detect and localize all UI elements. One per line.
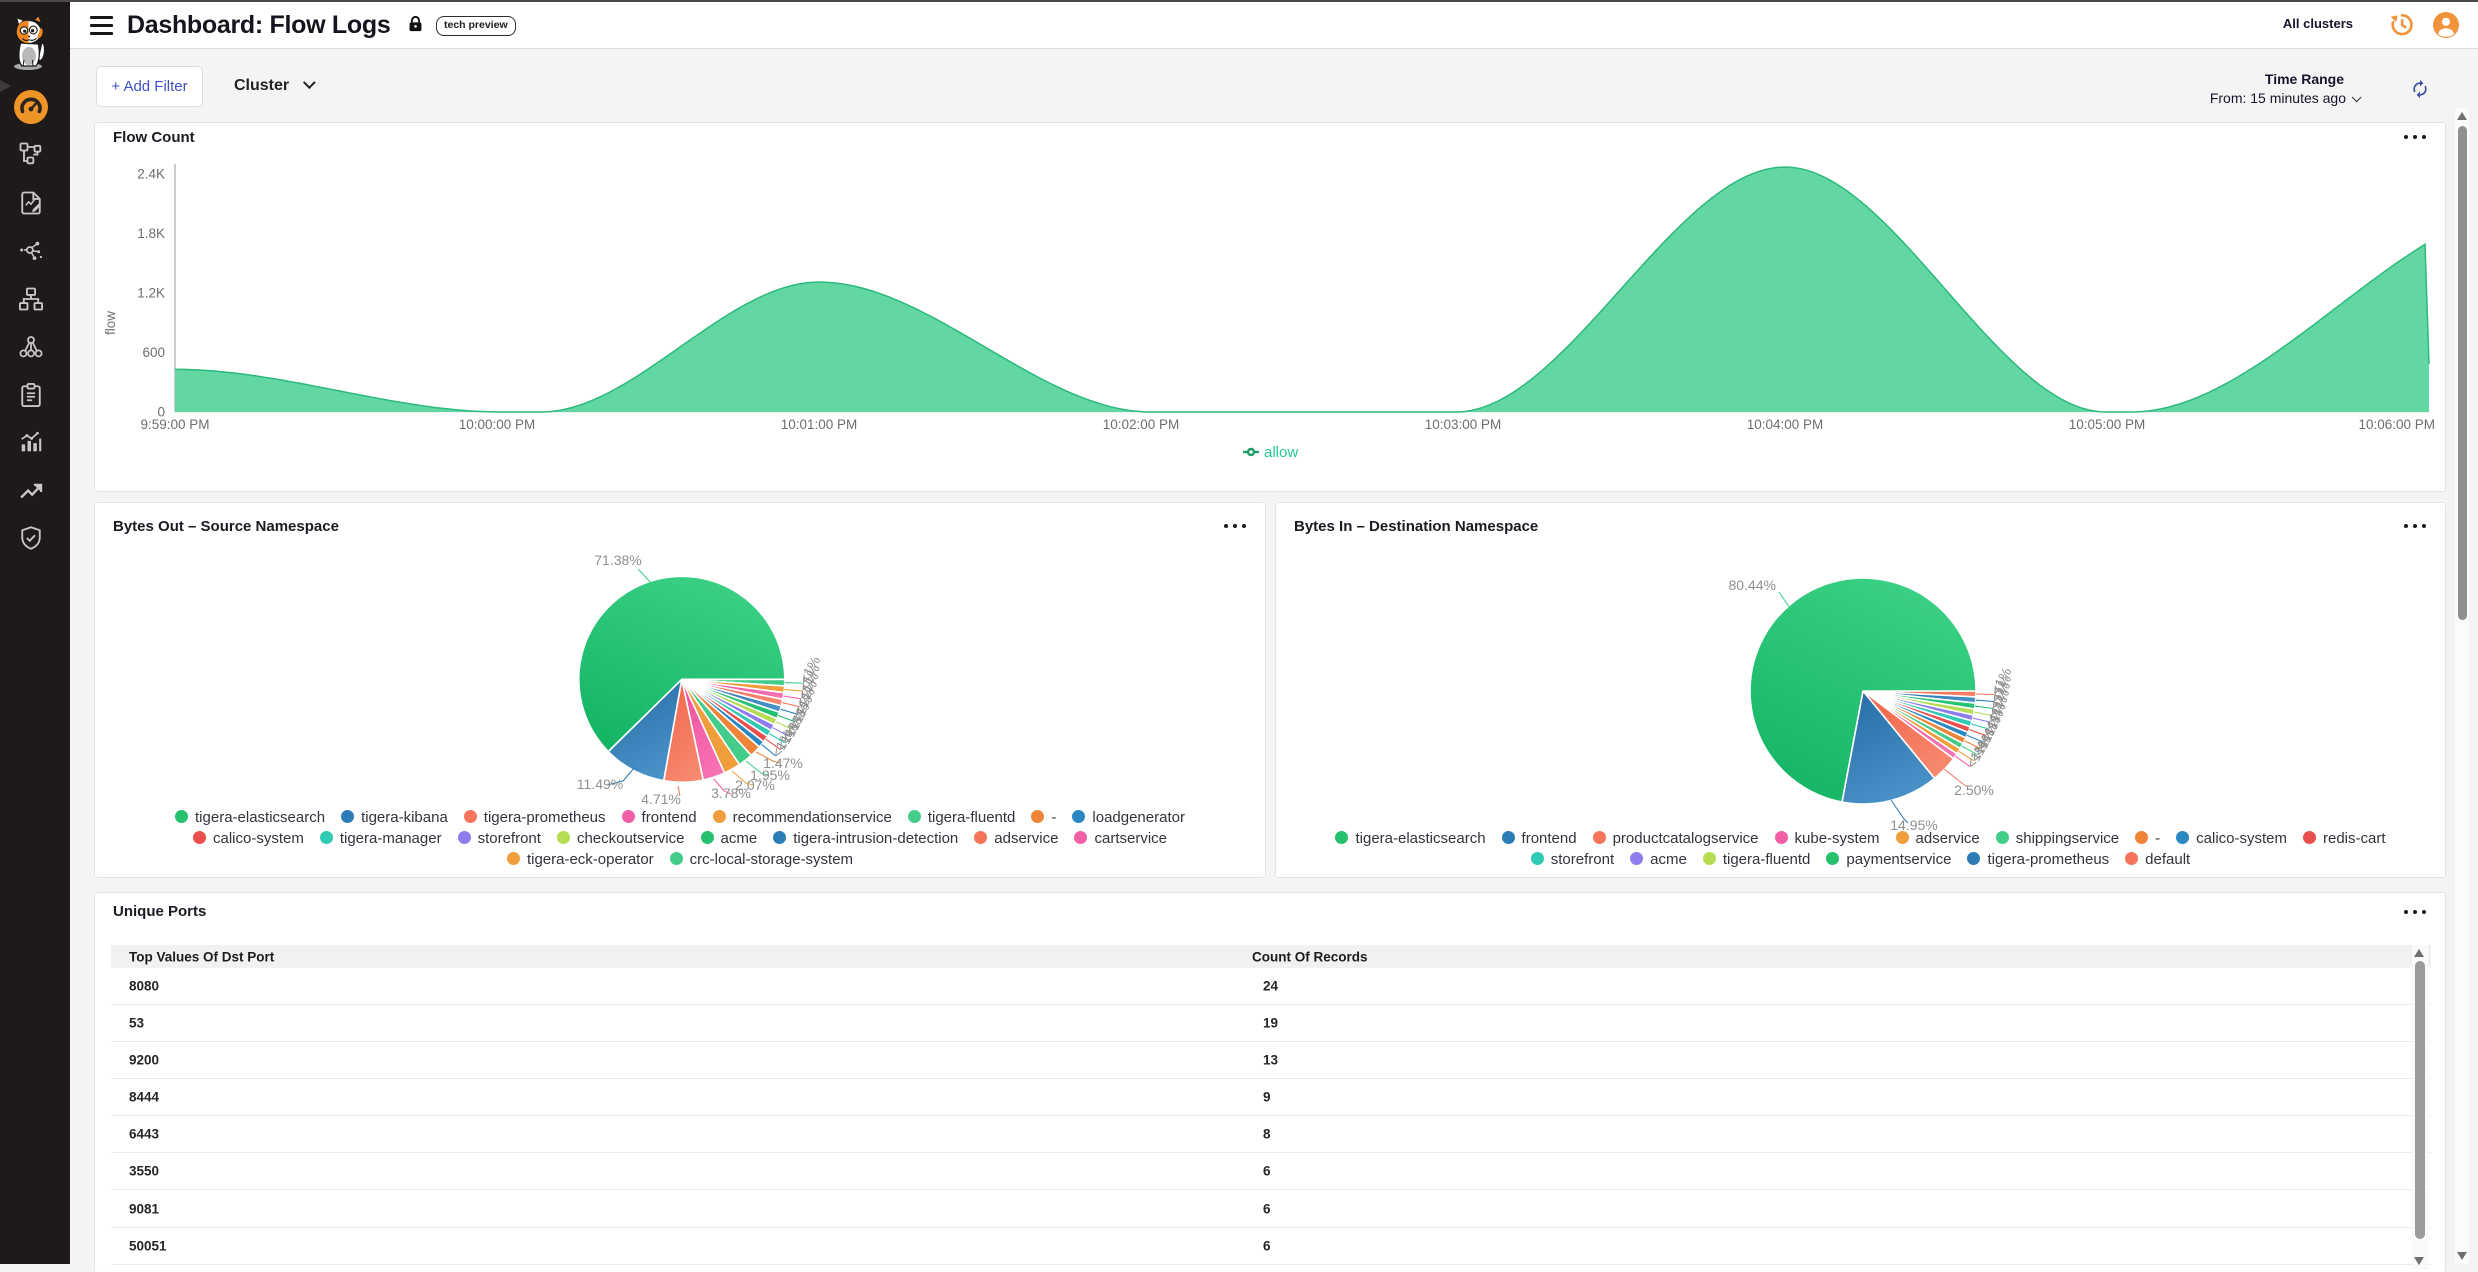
svg-text:11.49%: 11.49% xyxy=(577,776,623,792)
svg-text:allow: allow xyxy=(1264,444,1298,461)
svg-text:1.47%: 1.47% xyxy=(763,755,803,771)
svg-text:80.44%: 80.44% xyxy=(1729,577,1776,593)
svg-text:600: 600 xyxy=(142,345,165,360)
svg-text:flow: flow xyxy=(103,311,118,335)
svg-text:2.50%: 2.50% xyxy=(1954,782,1994,798)
svg-text:14.95%: 14.95% xyxy=(1890,817,1937,833)
svg-text:10:04:00 PM: 10:04:00 PM xyxy=(1747,417,1824,432)
svg-text:2.4K: 2.4K xyxy=(137,167,165,182)
svg-text:10:05:00 PM: 10:05:00 PM xyxy=(2069,417,2146,432)
svg-text:9:59:00 PM: 9:59:00 PM xyxy=(140,417,209,432)
svg-text:0: 0 xyxy=(157,405,165,420)
svg-text:1.8K: 1.8K xyxy=(137,226,165,241)
svg-text:4.71%: 4.71% xyxy=(641,791,681,807)
svg-text:10:02:00 PM: 10:02:00 PM xyxy=(1103,417,1180,432)
svg-text:1.2K: 1.2K xyxy=(137,286,165,301)
svg-text:10:01:00 PM: 10:01:00 PM xyxy=(781,417,858,432)
svg-text:10:03:00 PM: 10:03:00 PM xyxy=(1425,417,1502,432)
svg-text:71.38%: 71.38% xyxy=(594,552,641,568)
svg-text:3.78%: 3.78% xyxy=(711,785,751,801)
svg-text:10:00:00 PM: 10:00:00 PM xyxy=(459,417,536,432)
svg-text:2.07%: 2.07% xyxy=(735,777,775,793)
svg-text:1.95%: 1.95% xyxy=(750,767,790,783)
svg-text:10:06:00 PM: 10:06:00 PM xyxy=(2358,417,2435,432)
